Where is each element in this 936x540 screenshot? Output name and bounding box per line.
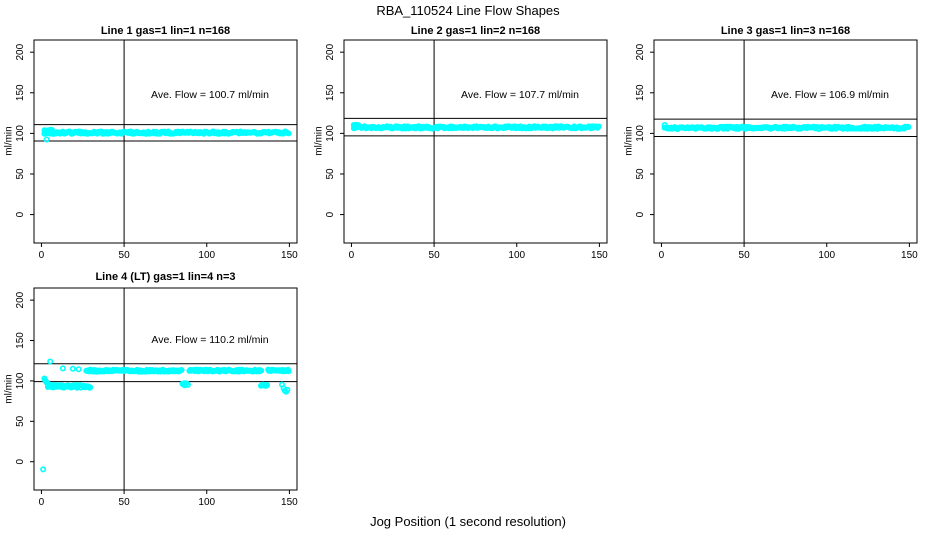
main-title: RBA_110524 Line Flow Shapes <box>376 3 560 18</box>
ave-flow-annotation-line2: Ave. Flow = 107.7 ml/min <box>461 89 579 101</box>
svg-text:50: 50 <box>15 415 26 427</box>
svg-text:0: 0 <box>15 459 26 465</box>
svg-text:0: 0 <box>325 211 336 217</box>
svg-text:150: 150 <box>901 250 918 261</box>
svg-text:100: 100 <box>198 497 215 508</box>
svg-text:0: 0 <box>349 250 355 261</box>
ave-flow-annotation-line1: Ave. Flow = 100.7 ml/min <box>151 89 269 101</box>
x-axis-label: Jog Position (1 second resolution) <box>370 514 566 529</box>
svg-text:50: 50 <box>739 250 751 261</box>
svg-text:200: 200 <box>15 43 26 60</box>
y-axis-label-line2: ml/min <box>313 126 325 156</box>
svg-text:50: 50 <box>119 497 131 508</box>
svg-text:50: 50 <box>635 168 646 180</box>
svg-text:0: 0 <box>39 250 45 261</box>
panel-title-line3: Line 3 gas=1 lin=3 n=168 <box>720 25 851 37</box>
svg-text:100: 100 <box>635 125 646 142</box>
svg-text:150: 150 <box>15 84 26 101</box>
svg-text:0: 0 <box>15 211 26 217</box>
svg-text:150: 150 <box>281 250 298 261</box>
svg-text:100: 100 <box>15 125 26 142</box>
y-axis-label-line4: ml/min <box>3 374 15 404</box>
svg-text:50: 50 <box>325 168 336 180</box>
svg-text:0: 0 <box>39 497 45 508</box>
svg-text:0: 0 <box>635 211 646 217</box>
svg-text:150: 150 <box>591 250 608 261</box>
svg-text:150: 150 <box>325 84 336 101</box>
svg-text:100: 100 <box>198 250 215 261</box>
svg-text:50: 50 <box>119 250 131 261</box>
svg-text:100: 100 <box>325 125 336 142</box>
y-axis-label-line1: ml/min <box>3 126 15 156</box>
svg-text:50: 50 <box>429 250 441 261</box>
panel-title-line2: Line 2 gas=1 lin=2 n=168 <box>410 25 541 37</box>
svg-text:100: 100 <box>818 250 835 261</box>
svg-text:200: 200 <box>15 291 26 308</box>
svg-text:50: 50 <box>15 168 26 180</box>
svg-text:100: 100 <box>15 372 26 389</box>
ave-flow-annotation-line4: Ave. Flow = 110.2 ml/min <box>151 334 269 346</box>
svg-text:150: 150 <box>15 332 26 349</box>
svg-text:100: 100 <box>508 250 525 261</box>
svg-text:150: 150 <box>635 84 646 101</box>
svg-text:200: 200 <box>325 43 336 60</box>
y-axis-label-line3: ml/min <box>623 126 635 156</box>
panel-title-line4: Line 4 (LT) gas=1 lin=4 n=3 <box>95 271 236 283</box>
svg-text:0: 0 <box>659 250 665 261</box>
svg-text:200: 200 <box>635 43 646 60</box>
panel-title-line1: Line 1 gas=1 lin=1 n=168 <box>100 25 231 37</box>
svg-text:150: 150 <box>281 497 298 508</box>
ave-flow-annotation-line3: Ave. Flow = 106.9 ml/min <box>771 89 889 101</box>
